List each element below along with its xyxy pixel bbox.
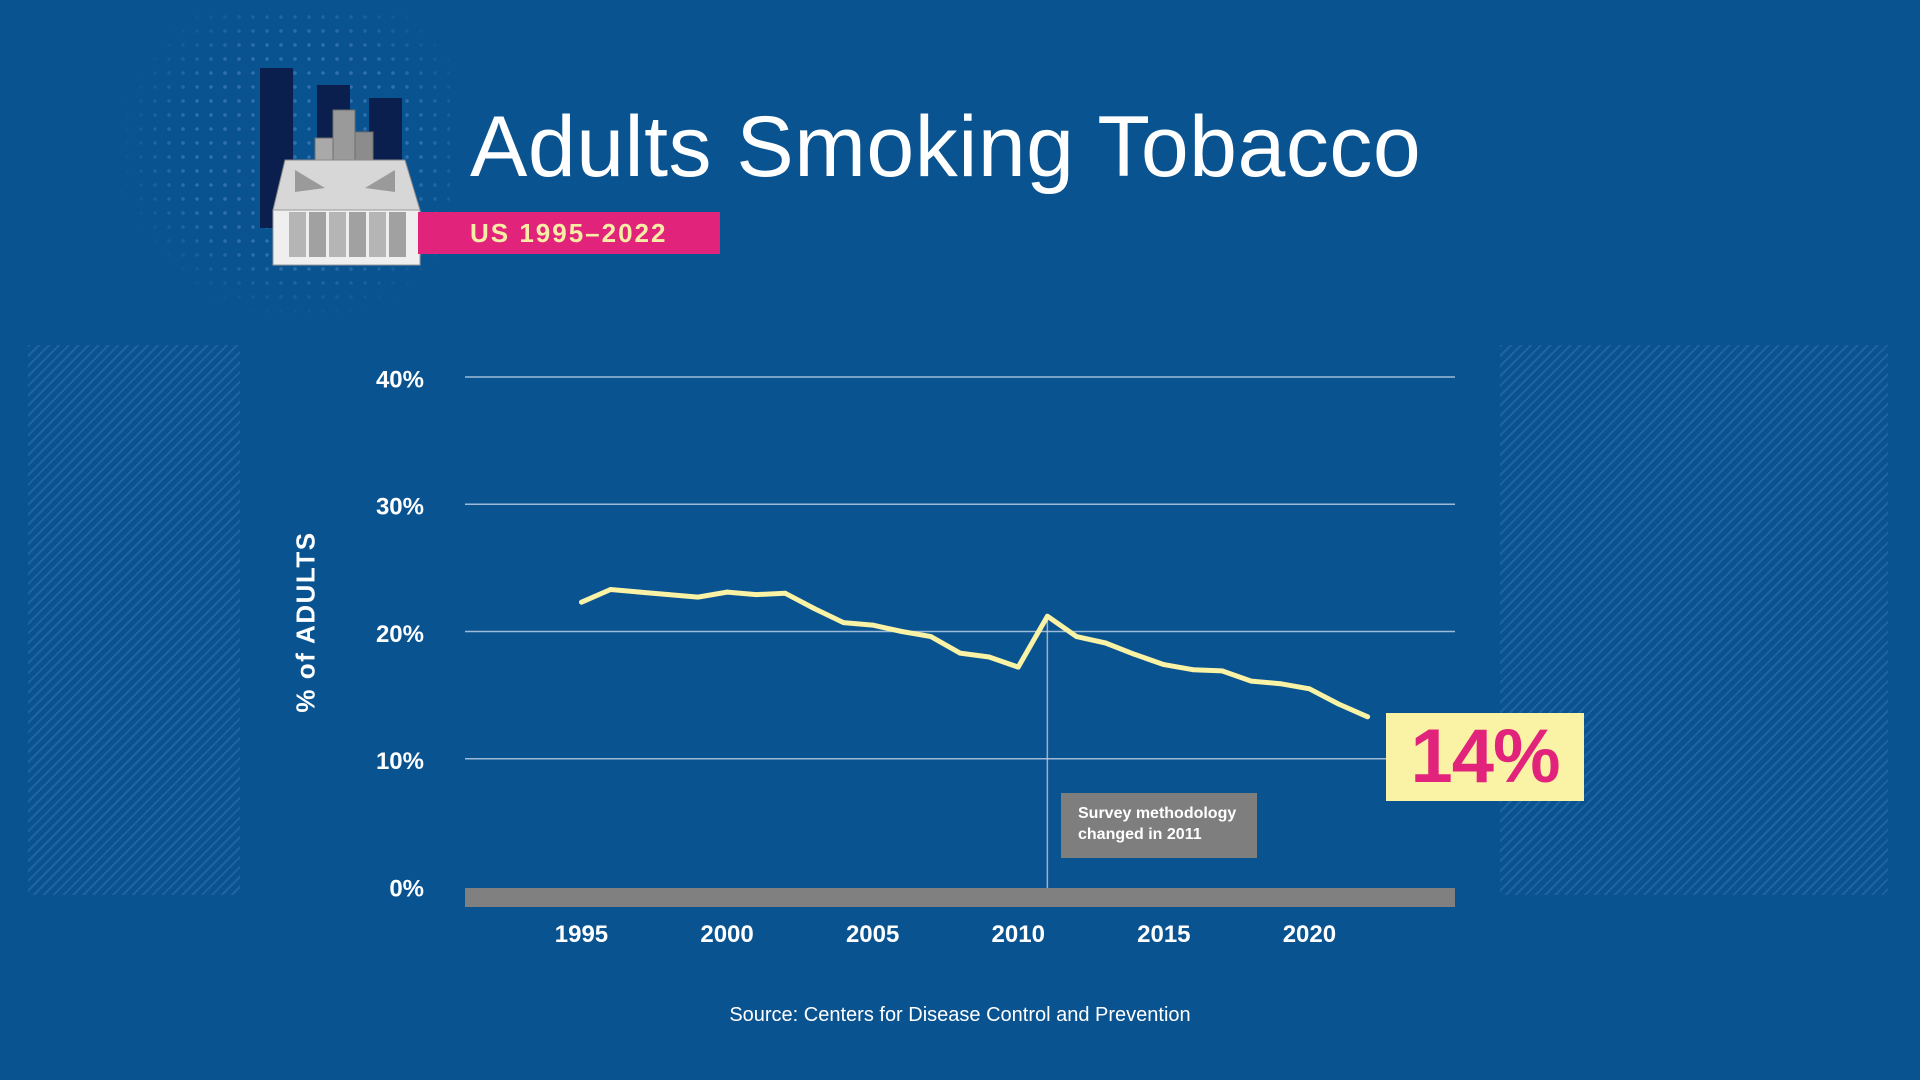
- data-point: [724, 589, 730, 595]
- data-point: [753, 592, 759, 597]
- data-point: [695, 594, 701, 600]
- chart-subtitle: US 1995–2022: [418, 212, 720, 254]
- y-axis-title: % of ADULTS: [290, 531, 321, 713]
- source-credit: Source: Centers for Disease Control and …: [729, 1004, 1191, 1026]
- x-tick-label: 2005: [846, 921, 899, 948]
- y-tick-label: 10%: [376, 748, 424, 775]
- data-point: [870, 622, 876, 628]
- x-tick-label: 2015: [1137, 921, 1190, 948]
- y-tick-label: 20%: [376, 621, 424, 648]
- methodology-note: Survey methodology changed in 2011: [1061, 793, 1257, 858]
- data-point: [1190, 667, 1196, 673]
- x-axis-baseline: [465, 888, 1455, 907]
- data-point: [1277, 681, 1283, 687]
- x-tick-label: 2020: [1283, 921, 1336, 948]
- data-point: [782, 590, 788, 596]
- x-tick-label: 1995: [555, 921, 608, 948]
- data-point: [957, 650, 963, 656]
- y-tick-label: 0%: [389, 875, 424, 902]
- data-point: [1219, 668, 1225, 674]
- data-point: [986, 654, 992, 660]
- data-point: [608, 587, 613, 592]
- cigarette-pack-logo: [255, 60, 435, 275]
- data-point: [1248, 678, 1254, 684]
- data-point: [1161, 662, 1167, 667]
- data-point: [666, 592, 672, 597]
- data-point: [637, 589, 643, 595]
- data-point: [899, 629, 905, 634]
- y-tick-label: 40%: [376, 366, 424, 393]
- data-point: [1365, 714, 1371, 720]
- data-point: [812, 606, 817, 611]
- data-point: [1015, 664, 1021, 670]
- data-point: [1307, 686, 1312, 692]
- data-point: [928, 634, 934, 639]
- data-point: [841, 620, 846, 625]
- y-tick-label: 30%: [376, 494, 424, 521]
- decorative-hatch-left: [28, 345, 240, 895]
- series-line: [579, 587, 1371, 720]
- data-point: [1132, 652, 1138, 657]
- data-point: [579, 599, 584, 605]
- x-tick-label: 2000: [700, 921, 753, 948]
- data-point: [1103, 640, 1108, 646]
- data-point: [1074, 634, 1079, 639]
- methodology-note-line-2: changed in 2011: [1078, 826, 1202, 843]
- data-point: [1336, 701, 1341, 707]
- decorative-hatch-right: [1500, 345, 1888, 895]
- x-tick-label: 2010: [992, 921, 1045, 948]
- page-title: Adults Smoking Tobacco: [470, 99, 1422, 195]
- data-point: [1044, 613, 1050, 619]
- methodology-note-line-1: Survey methodology: [1078, 805, 1237, 822]
- latest-value-callout: 14%: [1386, 713, 1584, 801]
